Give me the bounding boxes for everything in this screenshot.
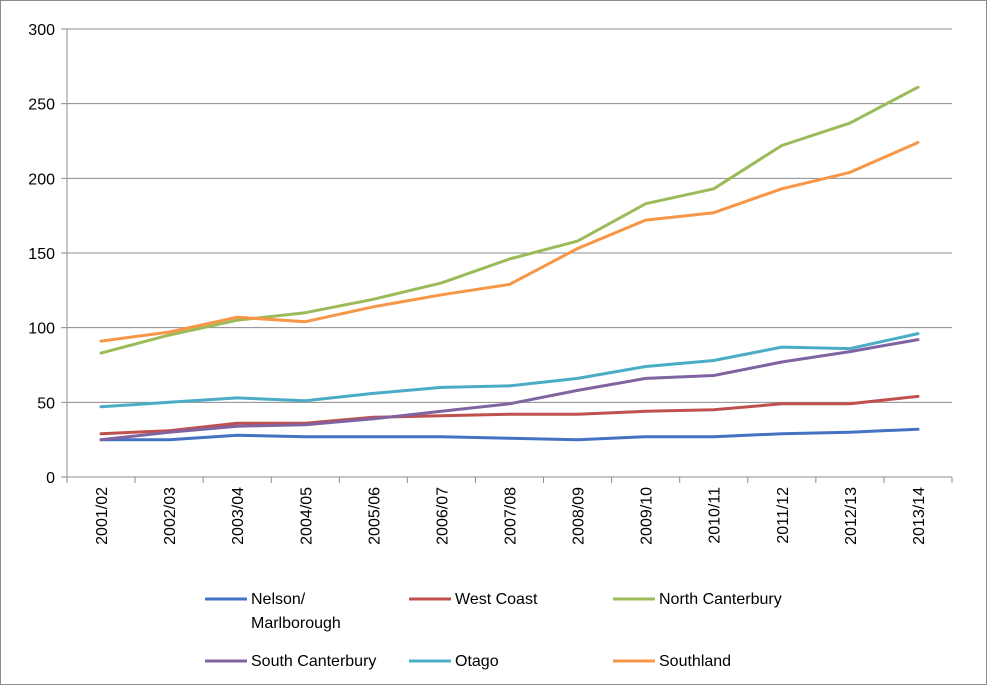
x-tick-label: 2005/06 [366,487,383,545]
series-line-south-canterbury [99,338,920,442]
legend-item: Southland [613,653,731,670]
series-line-north-canterbury [99,85,920,355]
series-line-nelson-marlborough [99,427,920,442]
x-tick-label: 2001/02 [94,487,111,545]
legend-item: South Canterbury [205,653,376,670]
x-tick-label: 2011/12 [775,487,792,544]
y-tick-label: 250 [28,97,55,114]
x-tick-label: 2009/10 [639,487,656,545]
legend: Nelson/Marlborough West Coast North Canter… [205,591,782,670]
series-line-southland [99,141,920,343]
legend-label: Nelson/ [251,591,306,608]
x-tick-label: 2006/07 [434,487,451,545]
legend-item: West Coast [409,591,538,608]
series-lines [99,85,920,442]
legend-item: Otago [409,653,499,670]
x-tick-label: 2013/14 [911,487,928,545]
y-tick-label: 150 [28,246,55,263]
x-tick-label: 2003/04 [230,487,247,545]
series-line-west-coast [99,394,920,436]
legend-item: Nelson/Marlborough [205,591,341,632]
y-tick-label: 200 [28,171,55,188]
y-tick-label: 50 [37,395,55,412]
y-tick-label: 100 [28,321,55,338]
legend-label: Otago [455,653,499,670]
x-tick-label: 2012/13 [843,487,860,545]
y-axis: 0 50 100 150 200 250 300 [28,22,68,487]
x-tick-label: 2004/05 [298,487,315,545]
y-tick-label: 0 [46,470,55,487]
gridlines [67,28,952,403]
legend-label: North Canterbury [659,591,782,608]
legend-label: West Coast [455,591,538,608]
x-tick-label: 2002/03 [162,487,179,545]
x-tick-label: 2008/09 [571,487,588,545]
legend-item: North Canterbury [613,591,782,608]
y-tick-label: 300 [28,22,55,39]
legend-label: Southland [659,653,731,670]
x-tick-label: 2010/11 [707,487,724,544]
legend-label: Marlborough [251,615,341,632]
series-line-otago [99,332,920,409]
x-tick-label: 2007/08 [503,487,520,545]
legend-label: South Canterbury [251,653,376,670]
x-axis: 2001/02 2002/03 2003/04 2004/05 2005/06 2006/… [66,476,953,545]
